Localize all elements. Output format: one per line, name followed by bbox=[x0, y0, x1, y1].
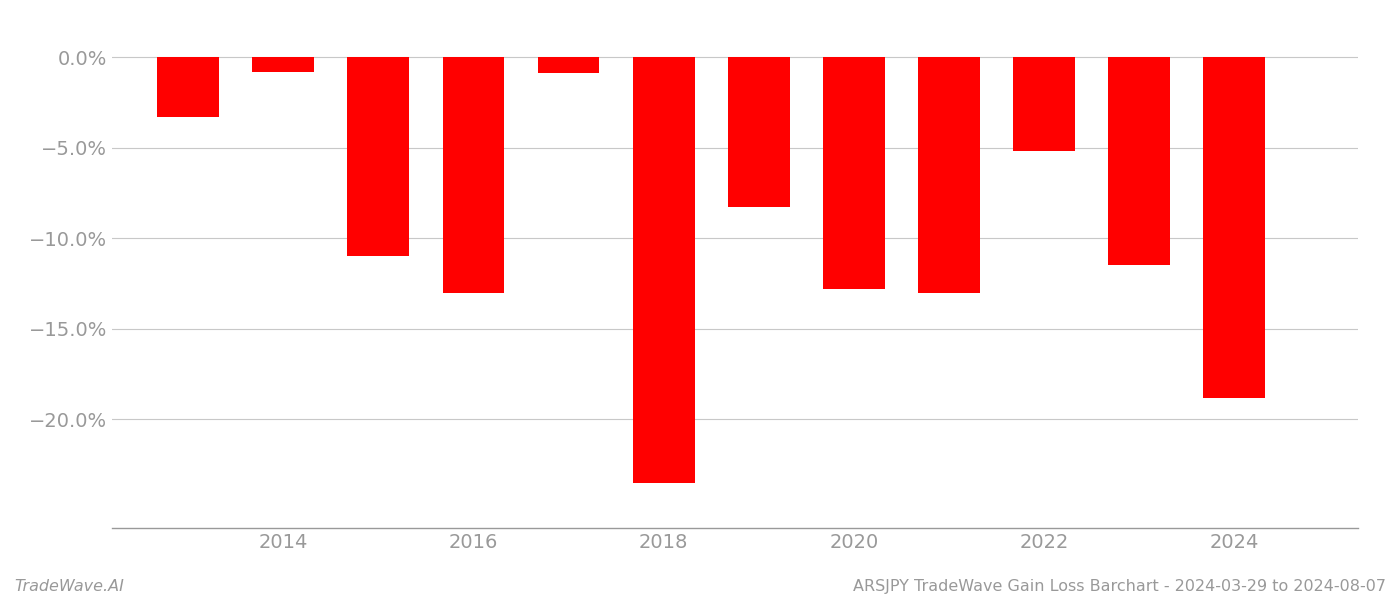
Bar bbox=[1109, 57, 1170, 265]
Text: ARSJPY TradeWave Gain Loss Barchart - 2024-03-29 to 2024-08-07: ARSJPY TradeWave Gain Loss Barchart - 20… bbox=[853, 579, 1386, 594]
Bar bbox=[252, 57, 314, 71]
Bar bbox=[442, 57, 504, 293]
Bar bbox=[728, 57, 790, 208]
Bar bbox=[157, 57, 218, 117]
Bar bbox=[538, 57, 599, 73]
Bar bbox=[823, 57, 885, 289]
Text: TradeWave.AI: TradeWave.AI bbox=[14, 579, 123, 594]
Bar bbox=[1204, 57, 1266, 398]
Bar bbox=[1014, 57, 1075, 151]
Bar bbox=[347, 57, 409, 256]
Bar bbox=[633, 57, 694, 483]
Bar bbox=[918, 57, 980, 293]
